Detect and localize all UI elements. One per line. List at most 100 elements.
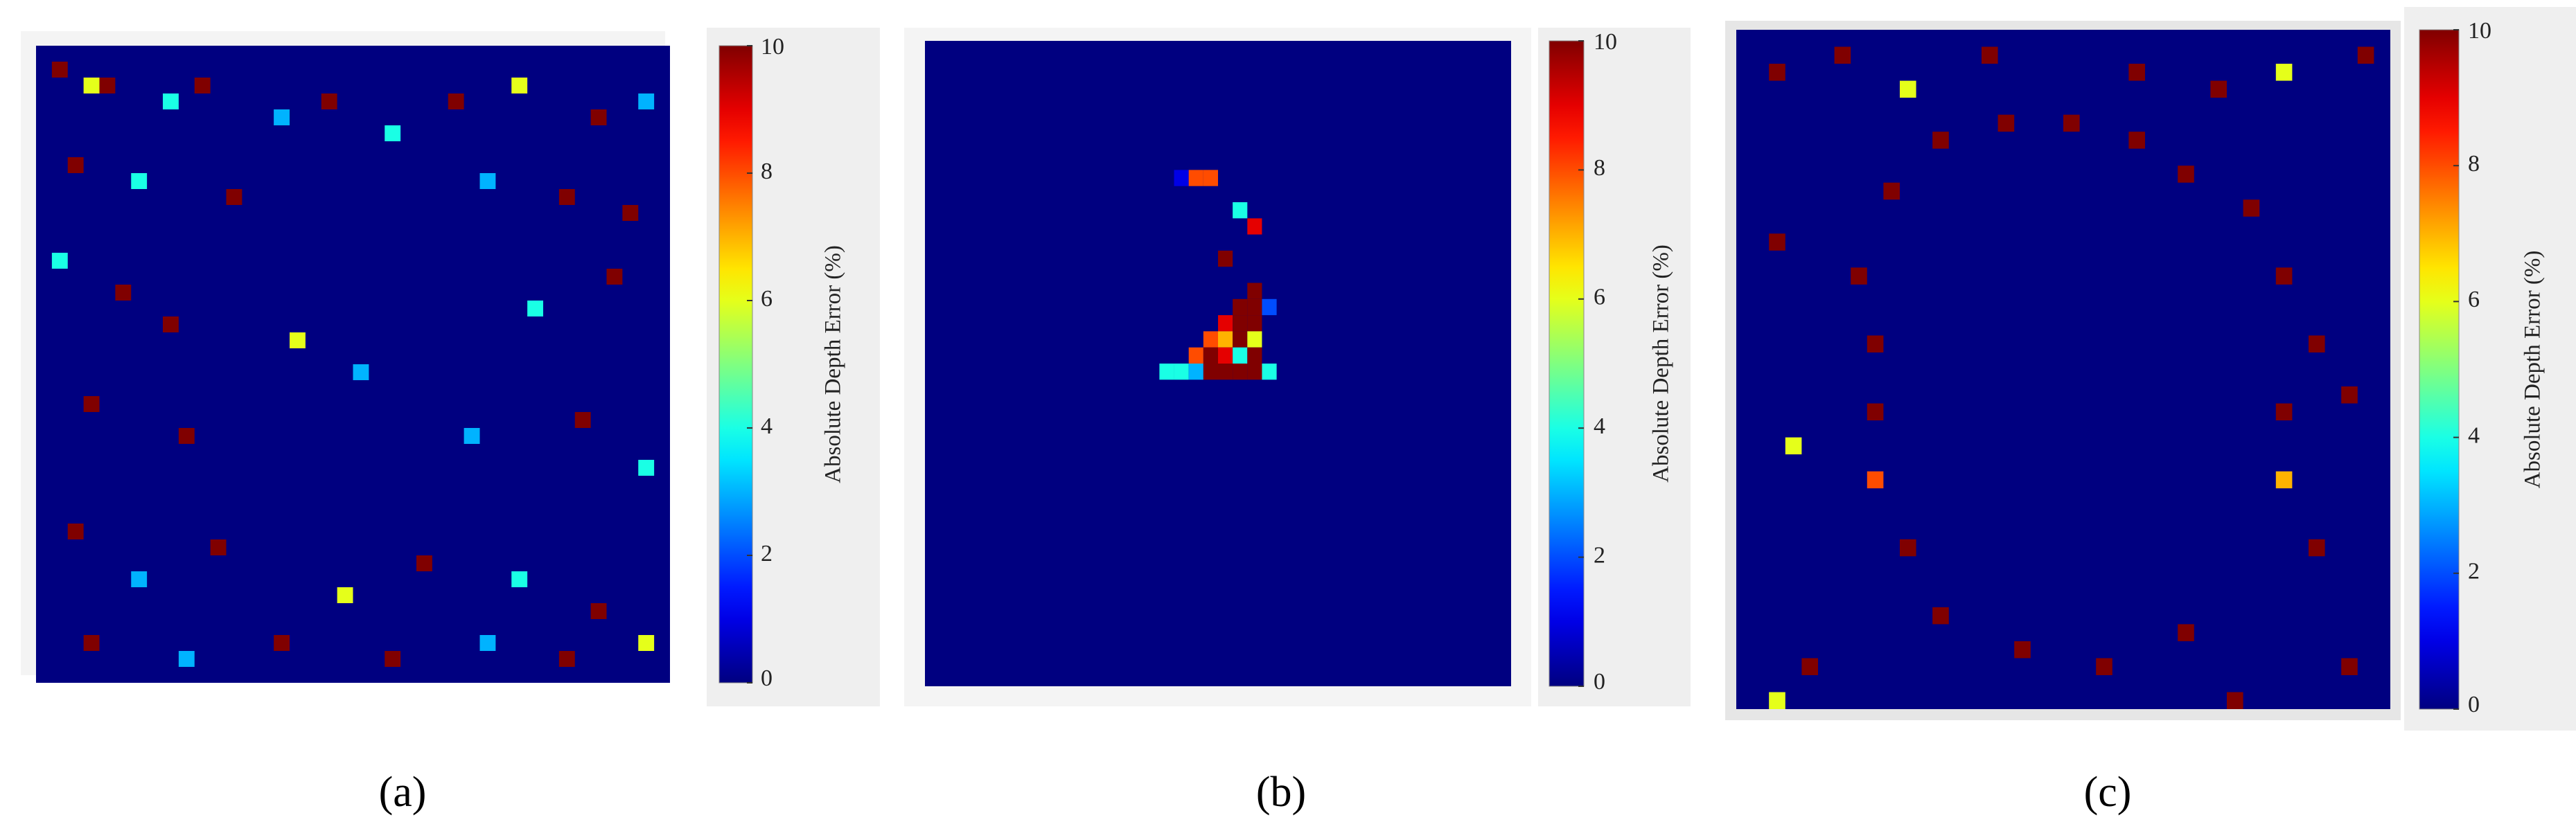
heatmap-cell [464, 428, 480, 444]
heatmap-cell [1834, 46, 1851, 64]
heatmap-cell [274, 109, 290, 125]
heatmap-cell [2275, 267, 2293, 285]
caption: (c) [2084, 769, 2132, 816]
heatmap-cell [1851, 267, 1867, 285]
heatmap-cell [1188, 347, 1203, 364]
heatmap-cell [2275, 64, 2293, 81]
heatmap-cell [1867, 403, 1884, 421]
heatmap-cell [210, 539, 227, 555]
colorbar-tick-label: 6 [2468, 287, 2480, 312]
heatmap-cell [2243, 199, 2260, 217]
colorbar-tick-label: 0 [761, 665, 773, 691]
heatmap-cell [51, 253, 68, 269]
heatmap-cell [1233, 347, 1248, 364]
colorbar-tick-label: 10 [761, 34, 784, 60]
heatmap-cell [1262, 364, 1277, 380]
heatmap-cell [178, 651, 195, 667]
colorbar-tick-label: 4 [2468, 422, 2480, 448]
heatmap-cell [1262, 298, 1277, 316]
heatmap-cell [2128, 132, 2145, 149]
caption: (b) [1256, 769, 1306, 816]
heatmap-cell [1785, 437, 1802, 455]
heatmap-cell [2210, 80, 2227, 98]
colorbar-tick-label: 2 [761, 541, 773, 566]
heatmap-cell [1900, 80, 1916, 98]
heatmap-cell [2096, 658, 2112, 675]
colorbar-label: Absolute Depth Error (%) [2521, 251, 2546, 489]
heatmap-cell [83, 635, 100, 651]
heatmap-cell [2063, 114, 2080, 132]
heatmap-cell [1233, 364, 1248, 380]
heatmap-cell [2014, 641, 2031, 659]
heatmap-cell [1867, 471, 1884, 489]
heatmap-cell [1233, 202, 1248, 219]
panel: 0 2 4 6 8 10 Absolute Depth Error (%) (b) [904, 28, 1691, 816]
heatmap-cell [622, 205, 639, 221]
heatmap-cell [321, 93, 337, 109]
heatmap-cell [1982, 46, 1998, 64]
heatmap-cell [1233, 331, 1248, 348]
colorbar-tick-label: 8 [761, 159, 773, 184]
colorbar-tick-label: 6 [1594, 285, 1605, 310]
heatmap-cell [574, 412, 591, 428]
heatmap-cell [1932, 132, 1949, 149]
heatmap-cell [1203, 170, 1218, 186]
heatmap-cell [1769, 692, 1785, 709]
heatmap-cell [1247, 364, 1262, 380]
colorbar-tick-label: 0 [1594, 669, 1605, 695]
heatmap-cell [1188, 364, 1203, 380]
heatmap-cell [1174, 170, 1189, 186]
heatmap-cell [1218, 315, 1233, 332]
heatmap-cell [606, 269, 623, 285]
heatmap-cell [448, 93, 464, 109]
heatmap-cell [638, 93, 655, 109]
heatmap-cell [1218, 250, 1233, 267]
heatmap-cell [1174, 364, 1189, 380]
colorbar-tick-label: 10 [2468, 18, 2491, 44]
colorbar-tick-label: 8 [1594, 155, 1605, 181]
heatmap-cell [590, 109, 607, 125]
heatmap-cell [638, 635, 655, 651]
heatmap-cell [2341, 386, 2358, 404]
heatmap-cell [131, 173, 148, 189]
colorbar-tick-label: 4 [1594, 413, 1605, 439]
heatmap-cell [385, 651, 401, 667]
heatmap-cell [1233, 298, 1248, 316]
colorbar-tick-label: 2 [1594, 542, 1605, 568]
heatmap-cell [1203, 331, 1218, 348]
heatmap-cell [2275, 471, 2293, 489]
heatmap-cell [51, 62, 68, 78]
colorbar-tick-label: 10 [1594, 29, 1617, 55]
heatmap-cell [2227, 692, 2243, 709]
heatmap-cell [1247, 331, 1262, 348]
heatmap-cell [2178, 624, 2194, 641]
colorbar-tick-label: 8 [2468, 151, 2480, 177]
heatmap-cell [1801, 658, 1818, 675]
heatmap-cell [194, 78, 211, 93]
heatmap-cell [353, 364, 369, 380]
colorbar-tick-label: 2 [2468, 559, 2480, 584]
heatmap-cell [1932, 607, 1949, 625]
heatmap-cell [1218, 364, 1233, 380]
heatmap-cell [1769, 233, 1785, 251]
heatmap-cell [1218, 331, 1233, 348]
heatmap-cell [1159, 364, 1174, 380]
heatmap-cell [226, 189, 242, 205]
heatmap-cell [178, 428, 195, 444]
heatmap-cell [1867, 335, 1884, 352]
heatmap-cell [1203, 364, 1218, 380]
colorbar [718, 45, 753, 683]
heatmap-cell [67, 524, 84, 539]
heatmap-cell [2309, 539, 2325, 557]
heatmap-cell [385, 125, 401, 141]
caption: (a) [379, 769, 427, 816]
heatmap-cell [2275, 403, 2293, 421]
heatmap-cell [511, 571, 528, 587]
heatmap-cell [2357, 46, 2374, 64]
heatmap-cell [1997, 114, 2015, 132]
heatmap-cell [2341, 658, 2358, 675]
heatmap-cell [1203, 347, 1218, 364]
heatmap-cell [131, 571, 148, 587]
colorbar-tick-label: 0 [2468, 692, 2480, 717]
